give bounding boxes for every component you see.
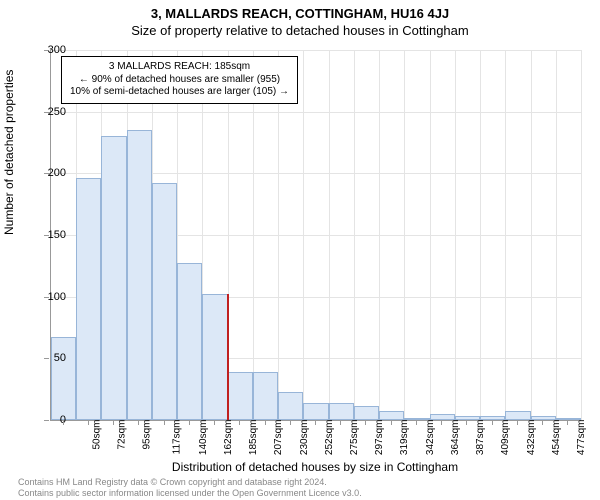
x-tick-label: 275sqm <box>349 420 360 456</box>
x-tick-label: 117sqm <box>172 420 183 455</box>
y-tick-label: 0 <box>26 414 66 426</box>
x-tick-label: 95sqm <box>142 420 153 450</box>
y-tick-label: 200 <box>26 167 66 179</box>
gridline-vertical <box>581 50 582 420</box>
chart-container: 3, MALLARDS REACH, COTTINGHAM, HU16 4JJ … <box>0 0 600 500</box>
x-tick-label: 50sqm <box>91 420 102 450</box>
histogram-bar <box>177 263 202 420</box>
x-tick <box>214 420 215 425</box>
x-tick-label: 162sqm <box>223 420 234 456</box>
histogram-bar <box>152 183 177 420</box>
x-tick <box>189 420 190 425</box>
x-tick <box>88 420 89 425</box>
x-tick-label: 432sqm <box>526 420 537 456</box>
x-tick <box>164 420 165 425</box>
footer-line-2: Contains public sector information licen… <box>18 488 362 498</box>
x-tick-label: 409sqm <box>501 420 512 456</box>
gridline-horizontal <box>51 112 581 113</box>
annotation-line-2: ← 90% of detached houses are smaller (95… <box>70 74 289 87</box>
histogram-bar <box>228 372 253 420</box>
x-tick-label: 342sqm <box>425 420 436 456</box>
x-tick-label: 140sqm <box>198 420 209 456</box>
x-tick <box>340 420 341 425</box>
marker-line <box>227 294 229 420</box>
chart-subtitle: Size of property relative to detached ho… <box>0 21 600 42</box>
histogram-bar <box>127 130 152 420</box>
x-tick-label: 207sqm <box>273 420 284 456</box>
x-tick-label: 230sqm <box>299 420 310 456</box>
histogram-bar <box>202 294 227 420</box>
x-tick-label: 319sqm <box>400 420 411 456</box>
x-tick-label: 72sqm <box>116 420 127 450</box>
x-tick <box>365 420 366 425</box>
gridline-horizontal <box>51 50 581 51</box>
x-tick <box>492 420 493 425</box>
histogram-bar <box>51 337 76 420</box>
y-tick-label: 50 <box>26 352 66 364</box>
y-tick-label: 300 <box>26 44 66 56</box>
x-tick-label: 387sqm <box>475 420 486 456</box>
y-tick-label: 250 <box>26 106 66 118</box>
x-tick-label: 185sqm <box>248 420 259 456</box>
footer-line-1: Contains HM Land Registry data © Crown c… <box>18 477 362 487</box>
histogram-bar <box>253 372 278 420</box>
x-tick <box>517 420 518 425</box>
x-tick <box>391 420 392 425</box>
annotation-line-1: 3 MALLARDS REACH: 185sqm <box>70 61 289 74</box>
histogram-bar <box>76 178 101 420</box>
annotation-line-3: 10% of semi-detached houses are larger (… <box>70 86 289 99</box>
x-axis-label: Distribution of detached houses by size … <box>50 460 580 474</box>
footer-text: Contains HM Land Registry data © Crown c… <box>18 477 362 498</box>
x-tick <box>542 420 543 425</box>
histogram-bar <box>278 392 303 420</box>
x-tick-label: 252sqm <box>324 420 335 456</box>
x-tick <box>315 420 316 425</box>
y-axis-label: Number of detached properties <box>2 70 16 235</box>
x-tick <box>239 420 240 425</box>
x-tick <box>113 420 114 425</box>
x-tick-label: 364sqm <box>450 420 461 456</box>
histogram-bar <box>354 406 379 420</box>
x-tick-label: 454sqm <box>551 420 562 456</box>
histogram-bar <box>101 136 126 420</box>
x-tick <box>466 420 467 425</box>
plot-area: 3 MALLARDS REACH: 185sqm ← 90% of detach… <box>50 50 581 421</box>
x-tick-label: 297sqm <box>374 420 385 456</box>
histogram-bar <box>329 403 354 420</box>
annotation-box: 3 MALLARDS REACH: 185sqm ← 90% of detach… <box>61 56 298 104</box>
x-tick <box>265 420 266 425</box>
x-tick <box>441 420 442 425</box>
chart-title: 3, MALLARDS REACH, COTTINGHAM, HU16 4JJ <box>0 0 600 21</box>
x-tick <box>138 420 139 425</box>
y-tick-label: 100 <box>26 291 66 303</box>
x-tick-label: 477sqm <box>576 420 587 456</box>
x-tick <box>63 420 64 425</box>
y-tick-label: 150 <box>26 229 66 241</box>
histogram-bar <box>303 403 328 420</box>
x-tick <box>416 420 417 425</box>
x-tick <box>567 420 568 425</box>
x-tick <box>290 420 291 425</box>
